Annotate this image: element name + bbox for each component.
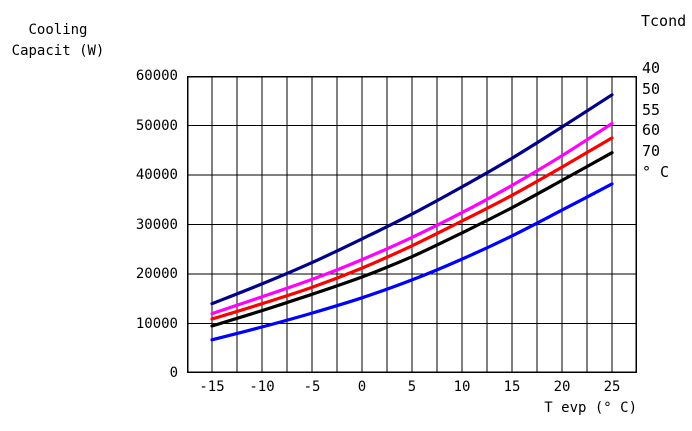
plot-area (187, 76, 637, 373)
curve-tcond-50 (210, 121, 614, 316)
x-tick-neg15: -15 (199, 379, 225, 395)
x-tick-10: 10 (453, 379, 471, 395)
y-tick-20000: 20000 (135, 266, 178, 282)
legend-unit: ° C (642, 162, 670, 181)
curve-tcond-60 (210, 151, 614, 328)
x-tick-15: 15 (503, 379, 521, 395)
y-tick-60000: 60000 (135, 68, 178, 84)
legend-item-70: 70 (642, 142, 661, 161)
y-tick-40000: 40000 (135, 167, 178, 183)
legend-item-50: 50 (642, 79, 661, 98)
curve-tcond-40 (210, 93, 614, 306)
y-axis-title-line1: Cooling (28, 22, 88, 38)
chart-canvas (187, 76, 637, 373)
legend-title: Tcond (641, 12, 687, 30)
x-tick-neg5: -5 (303, 379, 321, 395)
legend: 40 50 55 60 70 ° C (642, 58, 669, 183)
y-axis-title-line2: Capacit (W) (11, 43, 105, 59)
x-tick-20: 20 (553, 379, 571, 395)
legend-item-60: 60 (642, 121, 661, 140)
legend-item-40: 40 (642, 59, 661, 77)
y-tick-10000: 10000 (135, 315, 178, 332)
y-axis-ticks: 60000 50000 40000 30000 20000 10000 0 (108, 68, 178, 381)
legend-item-55: 55 (642, 100, 661, 119)
x-axis-ticks: -15 -10 -5 0 5 10 15 20 25 (187, 379, 637, 397)
x-tick-0: 0 (357, 379, 367, 395)
x-tick-neg10: -10 (249, 379, 275, 395)
curve-tcond-70 (210, 182, 614, 342)
x-axis-title: T evp (° C) (544, 400, 637, 416)
y-axis-title: Cooling Capacit (W) (4, 20, 112, 62)
y-tick-30000: 30000 (135, 216, 178, 233)
y-tick-50000: 50000 (135, 117, 178, 134)
x-tick-5: 5 (407, 379, 417, 395)
y-tick-0: 0 (169, 365, 178, 381)
plot-border (187, 76, 637, 373)
x-tick-25: 25 (603, 379, 621, 395)
curve-tcond-55 (210, 136, 614, 321)
